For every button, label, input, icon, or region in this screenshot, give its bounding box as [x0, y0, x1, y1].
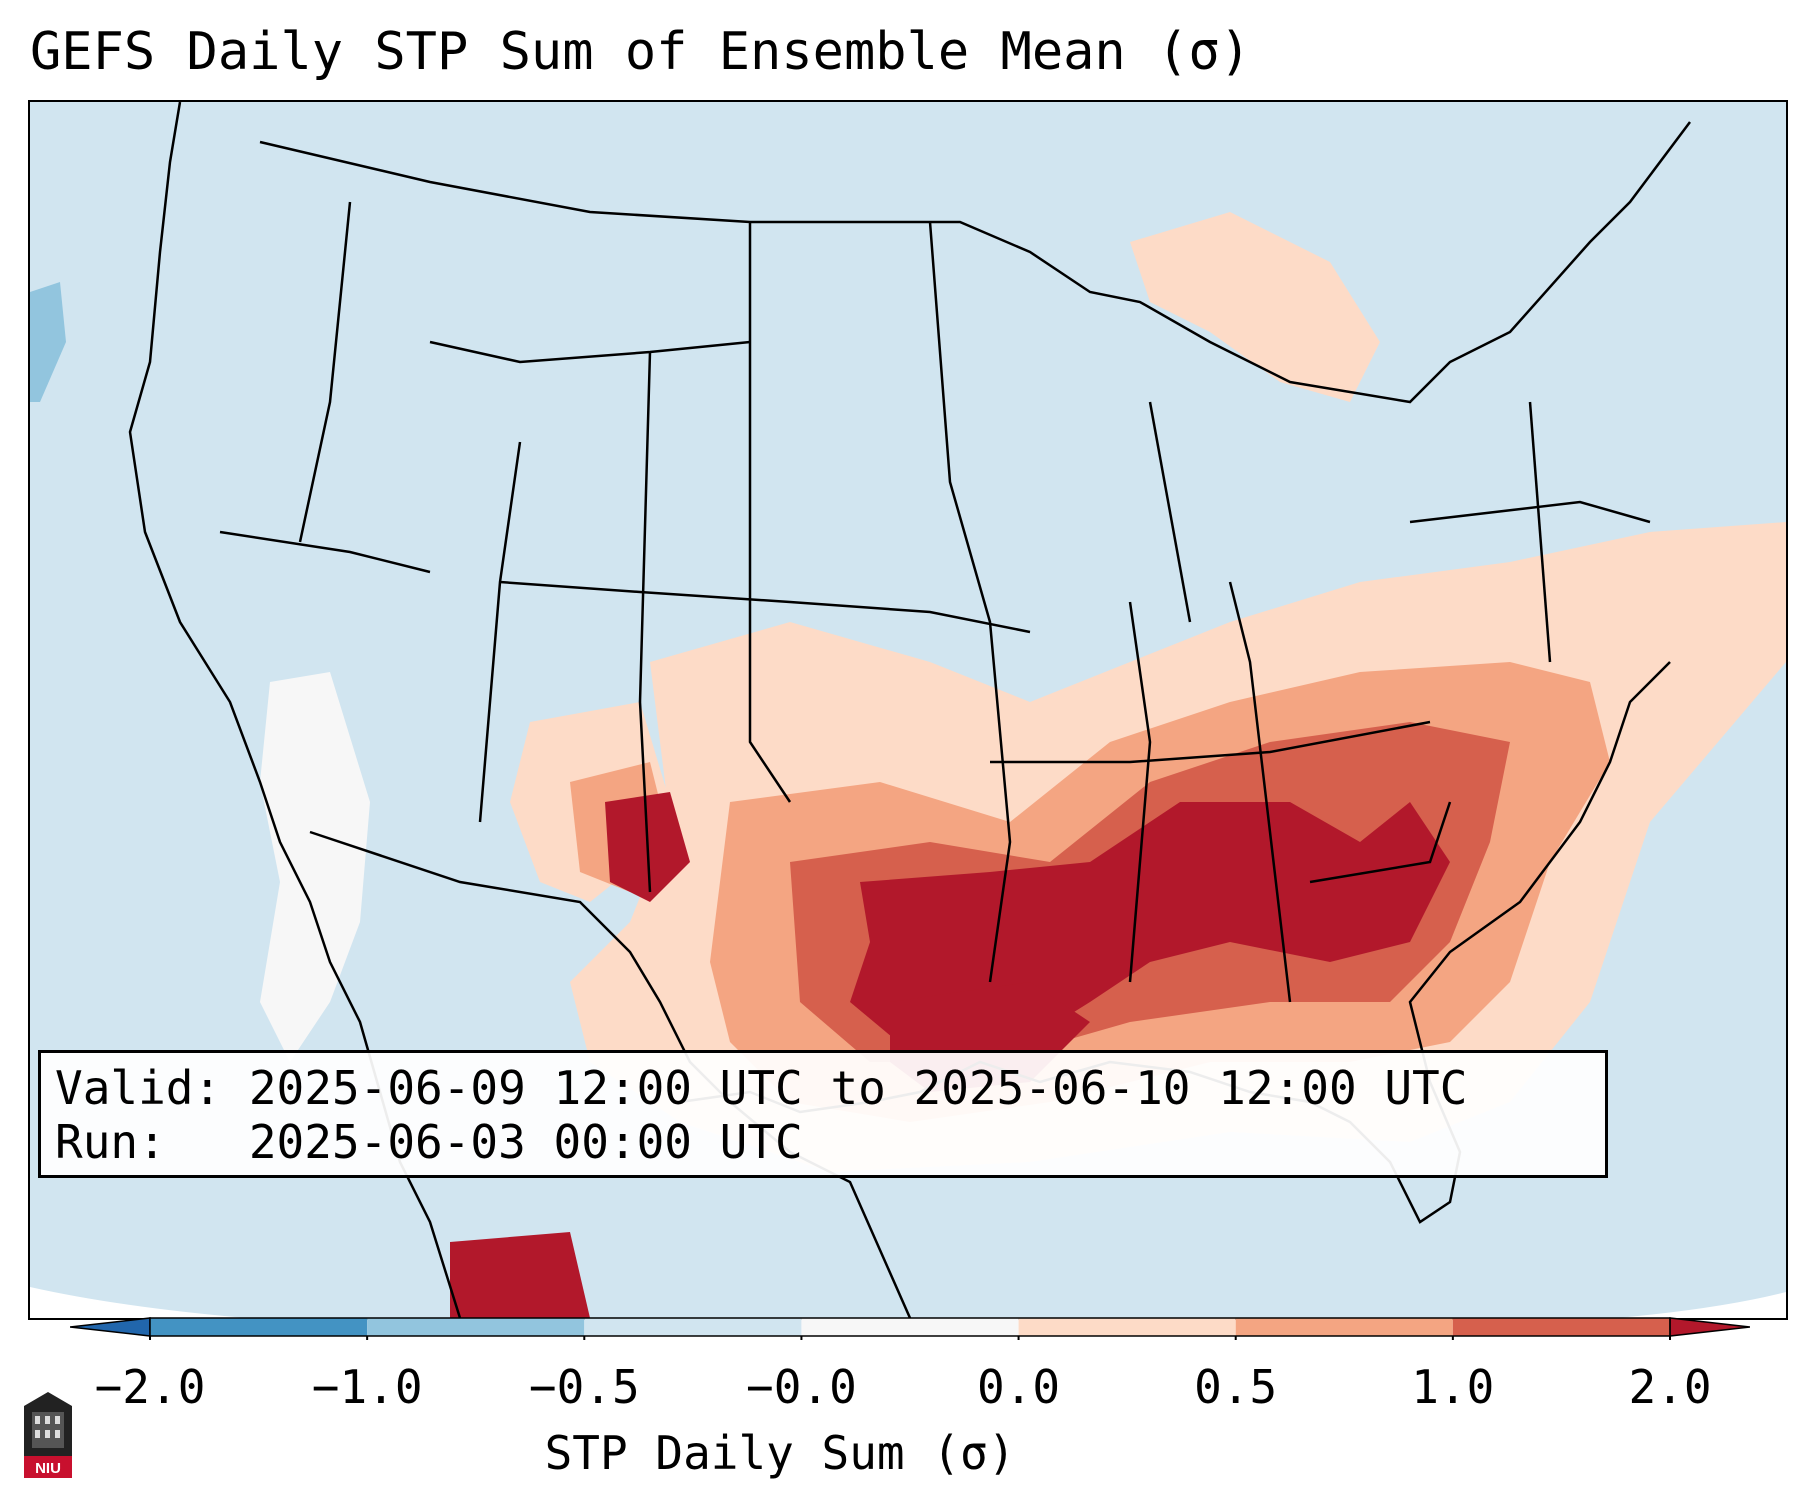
canada-us-border	[259, 121, 1691, 404]
colorbar-tick-label: 0.5	[1194, 1360, 1278, 1414]
colorbar-tick-label: 2.0	[1628, 1360, 1712, 1414]
anomaly-region-light-north	[1130, 212, 1380, 402]
state-line-8	[928, 221, 1012, 983]
state-line-2	[219, 530, 431, 574]
run-time-text: Run: 2025-06-03 00:00 UTC	[55, 1115, 803, 1169]
colorbar-bin	[1235, 1318, 1453, 1336]
state-line-3	[429, 340, 751, 364]
valid-time-text: Valid: 2025-06-09 12:00 UTC to 2025-06-1…	[55, 1061, 1468, 1115]
state-line-1	[298, 201, 352, 543]
colorbar-frame	[149, 1317, 1671, 1337]
colorbar-label: STP Daily Sum (σ)	[544, 1426, 1016, 1480]
state-line-6	[638, 351, 652, 893]
state-line-5	[499, 580, 1031, 634]
niu-logo: NIU	[24, 1392, 72, 1478]
map-title: GEFS Daily STP Sum of Ensemble Mean (σ)	[30, 22, 1251, 82]
state-line-7	[748, 222, 792, 803]
colorbar-tick-label: −1.0	[311, 1360, 423, 1414]
svg-text:NIU: NIU	[35, 1460, 61, 1477]
state-line-15	[1528, 401, 1552, 663]
colorbar-bin	[1452, 1318, 1670, 1336]
colorbar-bin	[801, 1318, 1019, 1336]
state-line-11	[1228, 581, 1292, 1003]
colorbar-bin	[584, 1318, 802, 1336]
colorbar	[70, 1317, 1750, 1340]
validity-info-box: Valid: 2025-06-09 12:00 UTC to 2025-06-1…	[38, 1050, 1608, 1178]
colorbar-tick-label: −0.5	[528, 1360, 640, 1414]
state-line-12	[1309, 801, 1452, 884]
anomaly-field	[30, 212, 1786, 1318]
anomaly-region-neutral	[260, 672, 370, 1062]
colorbar-tick-label: −0.0	[746, 1360, 857, 1414]
anomaly-region-negative	[30, 282, 66, 402]
state-line-10	[1128, 601, 1152, 983]
colorbar-bin	[150, 1318, 368, 1336]
colorbar-tick-label: −2.0	[94, 1360, 206, 1414]
state-line-9	[990, 720, 1431, 764]
colorbar-extend-high	[1669, 1317, 1750, 1337]
state-line-14	[1409, 500, 1651, 524]
colorbar-bin	[367, 1318, 585, 1336]
colorbar-bin	[1018, 1318, 1236, 1336]
colorbar-extend-low	[70, 1317, 151, 1337]
colorbar-tick-label: 0.0	[977, 1360, 1061, 1414]
anomaly-region-extreme-mexico	[450, 1232, 590, 1318]
state-line-13	[1148, 401, 1192, 623]
colorbar-tick-label: 1.0	[1411, 1360, 1495, 1414]
